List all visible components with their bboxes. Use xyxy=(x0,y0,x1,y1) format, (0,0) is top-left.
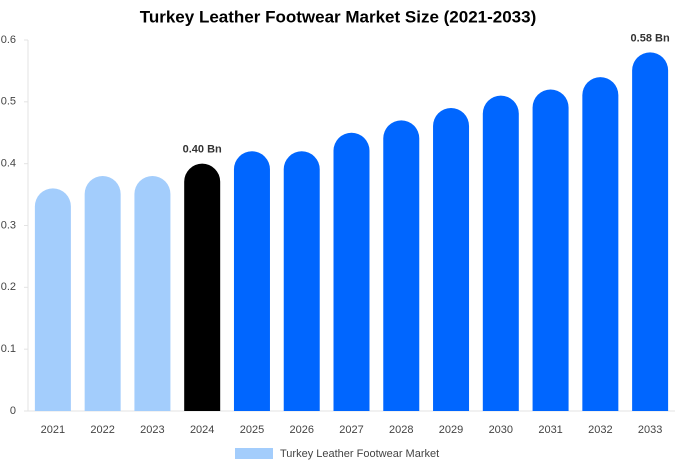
y-tick-label: 0.2 xyxy=(1,281,16,293)
x-tick-label: 2025 xyxy=(240,424,264,436)
y-tick-label: 0.4 xyxy=(1,158,16,170)
y-tick-label: 0.6 xyxy=(1,34,16,46)
x-tick-label: 2028 xyxy=(389,424,413,436)
bar xyxy=(333,132,370,411)
bar xyxy=(134,176,171,411)
y-tick-label: 0.1 xyxy=(1,343,16,355)
y-tick-label: 0.5 xyxy=(1,96,16,108)
x-tick-label: 2029 xyxy=(439,424,463,436)
y-tick-label: 0.3 xyxy=(1,219,16,231)
bar xyxy=(283,151,320,412)
bar xyxy=(433,108,470,412)
bar xyxy=(84,176,121,411)
bar xyxy=(184,163,221,411)
bar xyxy=(582,77,619,411)
y-tick-label: 0 xyxy=(10,405,16,417)
bar xyxy=(532,89,569,411)
x-tick-label: 2023 xyxy=(140,424,164,436)
bar xyxy=(383,120,420,411)
chart-title: Turkey Leather Footwear Market Size (202… xyxy=(140,7,537,26)
bar xyxy=(482,95,519,412)
x-tick-label: 2027 xyxy=(339,424,363,436)
value-label: 0.58 Bn xyxy=(631,32,670,44)
bar xyxy=(233,151,270,412)
value-label: 0.40 Bn xyxy=(183,144,222,156)
bar xyxy=(34,188,71,411)
legend-label: Turkey Leather Footwear Market xyxy=(280,448,439,460)
x-tick-label: 2030 xyxy=(489,424,513,436)
x-tick-label: 2022 xyxy=(90,424,114,436)
x-tick-label: 2031 xyxy=(538,424,562,436)
x-tick-label: 2024 xyxy=(190,424,214,436)
x-tick-label: 2033 xyxy=(638,424,662,436)
legend-swatch xyxy=(235,448,273,459)
x-tick-label: 2026 xyxy=(289,424,313,436)
x-tick-label: 2021 xyxy=(41,424,65,436)
bar xyxy=(632,52,669,411)
x-tick-label: 2032 xyxy=(588,424,612,436)
